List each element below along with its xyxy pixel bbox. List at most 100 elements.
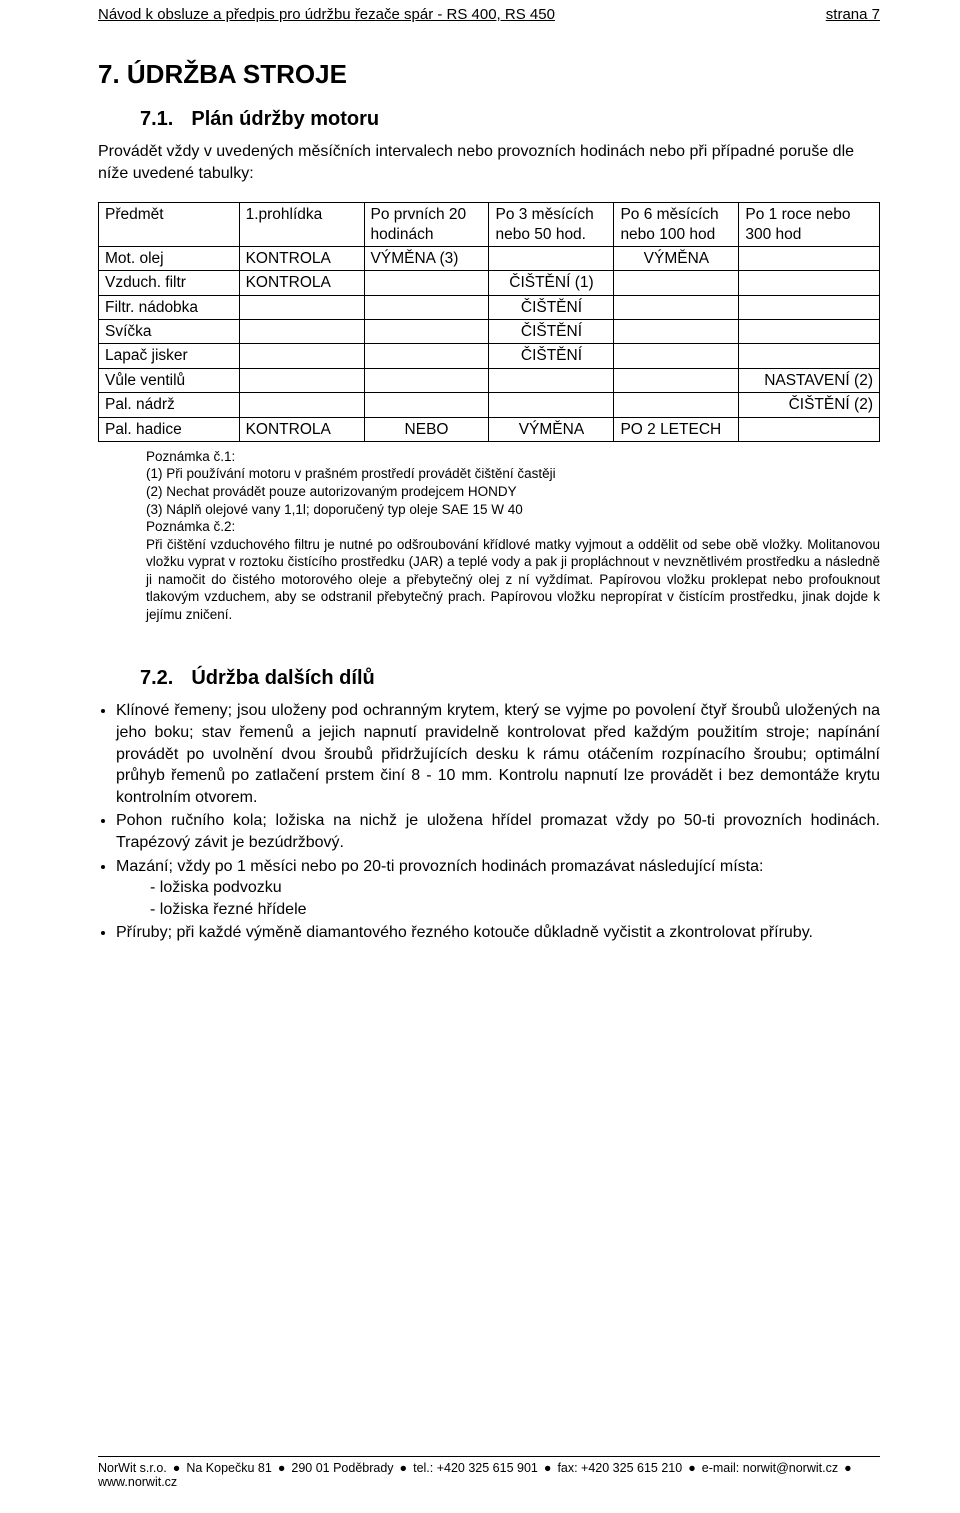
cell: [739, 295, 880, 319]
section-7-1-intro: Provádět vždy v uvedených měsíčních inte…: [98, 141, 880, 184]
cell: ČIŠTĚNÍ: [489, 320, 614, 344]
heading-7-1-num: 7.1.: [140, 108, 173, 131]
footer-email: e-mail: norwit@norwit.cz: [702, 1461, 838, 1475]
page-footer: NorWit s.r.o. ● Na Kopečku 81 ● 290 01 P…: [98, 1456, 880, 1489]
col-header: Po 3 měsících nebo 50 hod.: [489, 203, 614, 247]
cell: [364, 295, 489, 319]
cell: [239, 320, 364, 344]
col-header: 1.prohlídka: [239, 203, 364, 247]
cell: VÝMĚNA: [614, 246, 739, 270]
table-header-row: Předmět 1.prohlídka Po prvních 20 hodiná…: [99, 203, 880, 247]
table-row: Svíčka ČIŠTĚNÍ: [99, 320, 880, 344]
page-header: Návod k obsluze a předpis pro údržbu řez…: [98, 0, 880, 23]
heading-7-1-title: Plán údržby motoru: [191, 108, 379, 131]
cell: ČIŠTĚNÍ (1): [489, 271, 614, 295]
maintenance-table: Předmět 1.prohlídka Po prvních 20 hodiná…: [98, 202, 880, 442]
footer-web: www.norwit.cz: [98, 1475, 177, 1489]
bullet-item: Příruby; při každé výměně diamantového ř…: [116, 922, 880, 944]
table-row: Filtr. nádobka ČIŠTĚNÍ: [99, 295, 880, 319]
cell: [614, 368, 739, 392]
cell: [364, 393, 489, 417]
table-row: Pal. hadice KONTROLA NEBO VÝMĚNA PO 2 LE…: [99, 417, 880, 441]
bullet-item: Klínové řemeny; jsou uloženy pod ochrann…: [116, 700, 880, 808]
notes-block: Poznámka č.1: (1) Při používání motoru v…: [146, 448, 880, 623]
bullet-item: Pohon ručního kola; ložiska na nichž je …: [116, 810, 880, 853]
cell: [614, 393, 739, 417]
table-row: Lapač jisker ČIŠTĚNÍ: [99, 344, 880, 368]
cell: [364, 320, 489, 344]
cell: Mot. olej: [99, 246, 240, 270]
cell: [739, 417, 880, 441]
dot-icon: ●: [167, 1461, 187, 1475]
table-row: Pal. nádrž ČIŠTĚNÍ (2): [99, 393, 880, 417]
cell: ČIŠTĚNÍ (2): [739, 393, 880, 417]
table-row: Mot. olej KONTROLA VÝMĚNA (3) VÝMĚNA: [99, 246, 880, 270]
cell: KONTROLA: [239, 417, 364, 441]
note-text: Při čištění vzduchového filtru je nutné …: [146, 536, 880, 624]
note-line: (3) Náplň olejové vany 1,1l; doporučený …: [146, 501, 880, 519]
cell: Filtr. nádobka: [99, 295, 240, 319]
cell: ČIŠTĚNÍ: [489, 295, 614, 319]
cell: [364, 368, 489, 392]
note-label: Poznámka č.1:: [146, 448, 880, 466]
bullet-item: Mazání; vždy po 1 měsíci nebo po 20-ti p…: [116, 856, 880, 921]
header-left: Návod k obsluze a předpis pro údržbu řez…: [98, 6, 555, 23]
cell: [739, 320, 880, 344]
cell: [739, 271, 880, 295]
cell: [364, 344, 489, 368]
cell: [614, 271, 739, 295]
dot-icon: ●: [272, 1461, 292, 1475]
note-line: (2) Nechat provádět pouze autorizovaným …: [146, 483, 880, 501]
note-line: (1) Při používání motoru v prašném prost…: [146, 465, 880, 483]
section-7-2-body: Klínové řemeny; jsou uloženy pod ochrann…: [98, 700, 880, 944]
col-header: Po prvních 20 hodinách: [364, 203, 489, 247]
col-header: Po 1 roce nebo 300 hod: [739, 203, 880, 247]
dot-icon: ●: [838, 1461, 858, 1475]
cell: [364, 271, 489, 295]
footer-zip: 290 01 Poděbrady: [291, 1461, 393, 1475]
cell: [614, 344, 739, 368]
col-header: Po 6 měsících nebo 100 hod: [614, 203, 739, 247]
footer-fax: fax: +420 325 615 210: [557, 1461, 682, 1475]
cell: KONTROLA: [239, 271, 364, 295]
sub-item: - ložiska řezné hřídele: [150, 899, 880, 921]
footer-tel: tel.: +420 325 615 901: [413, 1461, 538, 1475]
dot-icon: ●: [394, 1461, 414, 1475]
cell: [739, 344, 880, 368]
footer-company: NorWit s.r.o.: [98, 1461, 167, 1475]
cell: Vůle ventilů: [99, 368, 240, 392]
table-row: Vzduch. filtr KONTROLA ČIŠTĚNÍ (1): [99, 271, 880, 295]
cell: VÝMĚNA (3): [364, 246, 489, 270]
dot-icon: ●: [538, 1461, 558, 1475]
cell: Pal. nádrž: [99, 393, 240, 417]
note-label: Poznámka č.2:: [146, 518, 880, 536]
cell: [614, 295, 739, 319]
cell: [239, 393, 364, 417]
heading-7-2-title: Údržba dalších dílů: [191, 667, 374, 690]
cell: Pal. hadice: [99, 417, 240, 441]
sub-item: - ložiska podvozku: [150, 877, 880, 899]
col-header: Předmět: [99, 203, 240, 247]
cell: Svíčka: [99, 320, 240, 344]
cell: [739, 246, 880, 270]
cell: [489, 368, 614, 392]
cell: [239, 344, 364, 368]
cell: Lapač jisker: [99, 344, 240, 368]
cell: [489, 246, 614, 270]
table-row: Vůle ventilů NASTAVENÍ (2): [99, 368, 880, 392]
bullet-text: Mazání; vždy po 1 měsíci nebo po 20-ti p…: [116, 858, 763, 875]
footer-address: Na Kopečku 81: [186, 1461, 271, 1475]
cell: PO 2 LETECH: [614, 417, 739, 441]
cell: VÝMĚNA: [489, 417, 614, 441]
cell: [614, 320, 739, 344]
cell: [239, 295, 364, 319]
cell: [489, 393, 614, 417]
dot-icon: ●: [682, 1461, 702, 1475]
heading-7: 7. ÚDRŽBA STROJE: [98, 59, 880, 90]
header-right: strana 7: [826, 6, 880, 23]
cell: ČIŠTĚNÍ: [489, 344, 614, 368]
cell: [239, 368, 364, 392]
heading-7-2-num: 7.2.: [140, 667, 173, 690]
cell: NASTAVENÍ (2): [739, 368, 880, 392]
cell: KONTROLA: [239, 246, 364, 270]
